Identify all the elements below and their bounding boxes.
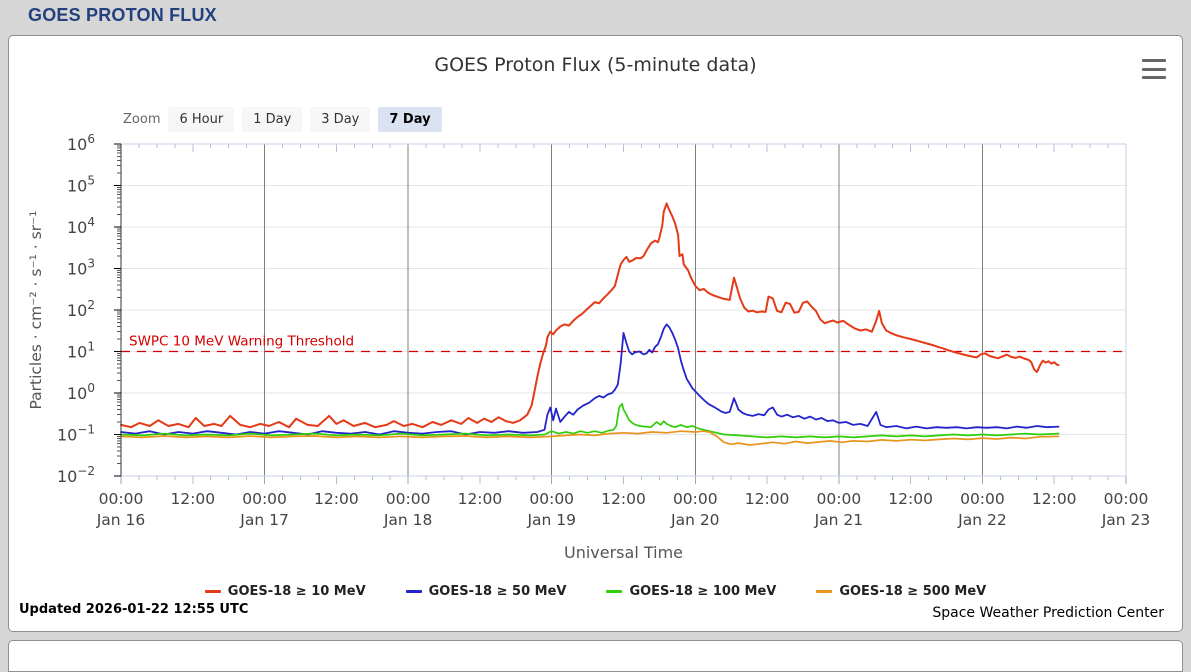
x-date-label: Jan 23 xyxy=(1101,511,1151,529)
zoom-controls: Zoom 6 Hour 1 Day 3 Day 7 Day xyxy=(123,106,450,132)
x-date-label: Jan 16 xyxy=(96,511,146,529)
series-line-3 xyxy=(120,430,1060,446)
y-tick-label: 102 xyxy=(67,298,95,320)
y-tick-label: 10−2 xyxy=(57,464,95,486)
y-tick-label: 101 xyxy=(67,340,95,362)
legend-label: GOES-18 ≥ 50 MeV xyxy=(428,584,567,599)
x-time-label: 00:00 xyxy=(242,490,287,508)
series-line-0 xyxy=(120,202,1060,429)
zoom-button-7-day[interactable]: 7 Day xyxy=(378,106,442,132)
y-tick-label: 100 xyxy=(67,381,95,403)
credit-text: Space Weather Prediction Center xyxy=(932,605,1164,621)
legend: GOES-18 ≥ 10 MeV GOES-18 ≥ 50 MeV GOES-18 … xyxy=(9,584,1182,599)
zoom-buttons-container: 6 Hour 1 Day 3 Day 7 Day xyxy=(168,106,449,132)
x-date-label: Jan 22 xyxy=(957,511,1007,529)
hamburger-menu-icon[interactable] xyxy=(1142,58,1166,80)
x-time-label: 00:00 xyxy=(386,490,431,508)
flux-chart-svg[interactable]: SWPC 10 MeV Warning Threshold 106 105 104 10… xyxy=(9,36,1180,629)
y-tick-label: 103 xyxy=(67,257,95,279)
x-time-label: 00:00 xyxy=(1104,490,1149,508)
legend-item-2[interactable]: GOES-18 ≥ 100 MeV xyxy=(606,584,776,599)
legend-item-0[interactable]: GOES-18 ≥ 10 MeV xyxy=(204,584,366,599)
x-date-label: Jan 19 xyxy=(526,511,576,529)
legend-label: GOES-18 ≥ 10 MeV xyxy=(227,584,366,599)
y-tick-label: 105 xyxy=(67,174,95,196)
page-header: GOES PROTON FLUX xyxy=(0,0,1191,34)
legend-item-1[interactable]: GOES-18 ≥ 50 MeV xyxy=(405,584,567,599)
x-time-label: 00:00 xyxy=(99,490,144,508)
x-date-label: Jan 20 xyxy=(670,511,720,529)
x-time-label: 12:00 xyxy=(1032,490,1077,508)
page-title: GOES PROTON FLUX xyxy=(28,5,217,25)
legend-marker-icon xyxy=(204,590,221,593)
x-date-label: Jan 18 xyxy=(383,511,433,529)
updated-timestamp: Updated 2026-01-22 12:55 UTC xyxy=(19,602,249,617)
x-time-label: 12:00 xyxy=(458,490,503,508)
x-time-label: 12:00 xyxy=(888,490,933,508)
x-axis-title: Universal Time xyxy=(564,543,683,562)
legend-item-3[interactable]: GOES-18 ≥ 500 MeV xyxy=(816,584,986,599)
x-time-label: 00:00 xyxy=(817,490,862,508)
legend-marker-icon xyxy=(405,590,422,593)
zoom-button-3-day[interactable]: 3 Day xyxy=(310,106,371,132)
x-date-label: Jan 21 xyxy=(814,511,864,529)
y-tick-label: 10−1 xyxy=(57,423,95,445)
chart-title: GOES Proton Flux (5-minute data) xyxy=(434,54,757,76)
zoom-button-1-day[interactable]: 1 Day xyxy=(242,106,303,132)
legend-label: GOES-18 ≥ 500 MeV xyxy=(839,584,987,599)
plot-area[interactable] xyxy=(121,144,1126,476)
x-time-label: 00:00 xyxy=(529,490,574,508)
zoom-button-6-hour[interactable]: 6 Hour xyxy=(168,106,235,132)
x-time-label: 12:00 xyxy=(314,490,359,508)
x-time-label: 12:00 xyxy=(745,490,790,508)
legend-marker-icon xyxy=(606,590,623,593)
chart-panel: SWPC 10 MeV Warning Threshold 106 105 104 10… xyxy=(8,35,1183,632)
x-time-label: 12:00 xyxy=(601,490,646,508)
x-date-label: Jan 17 xyxy=(239,511,289,529)
y-tick-label: 106 xyxy=(67,132,95,154)
threshold-label: SWPC 10 MeV Warning Threshold xyxy=(129,334,354,350)
x-time-label: 12:00 xyxy=(170,490,215,508)
x-time-label: 00:00 xyxy=(673,490,718,508)
zoom-label: Zoom xyxy=(123,111,161,127)
legend-label: GOES-18 ≥ 100 MeV xyxy=(629,584,777,599)
y-axis-title: Particles · cm⁻² · s⁻¹ · sr⁻¹ xyxy=(27,210,45,409)
series-line-2 xyxy=(120,402,1060,439)
y-tick-label: 104 xyxy=(67,215,95,237)
next-section-panel xyxy=(8,640,1183,672)
x-time-label: 00:00 xyxy=(960,490,1005,508)
legend-marker-icon xyxy=(816,590,833,593)
series-line-1 xyxy=(120,323,1060,436)
